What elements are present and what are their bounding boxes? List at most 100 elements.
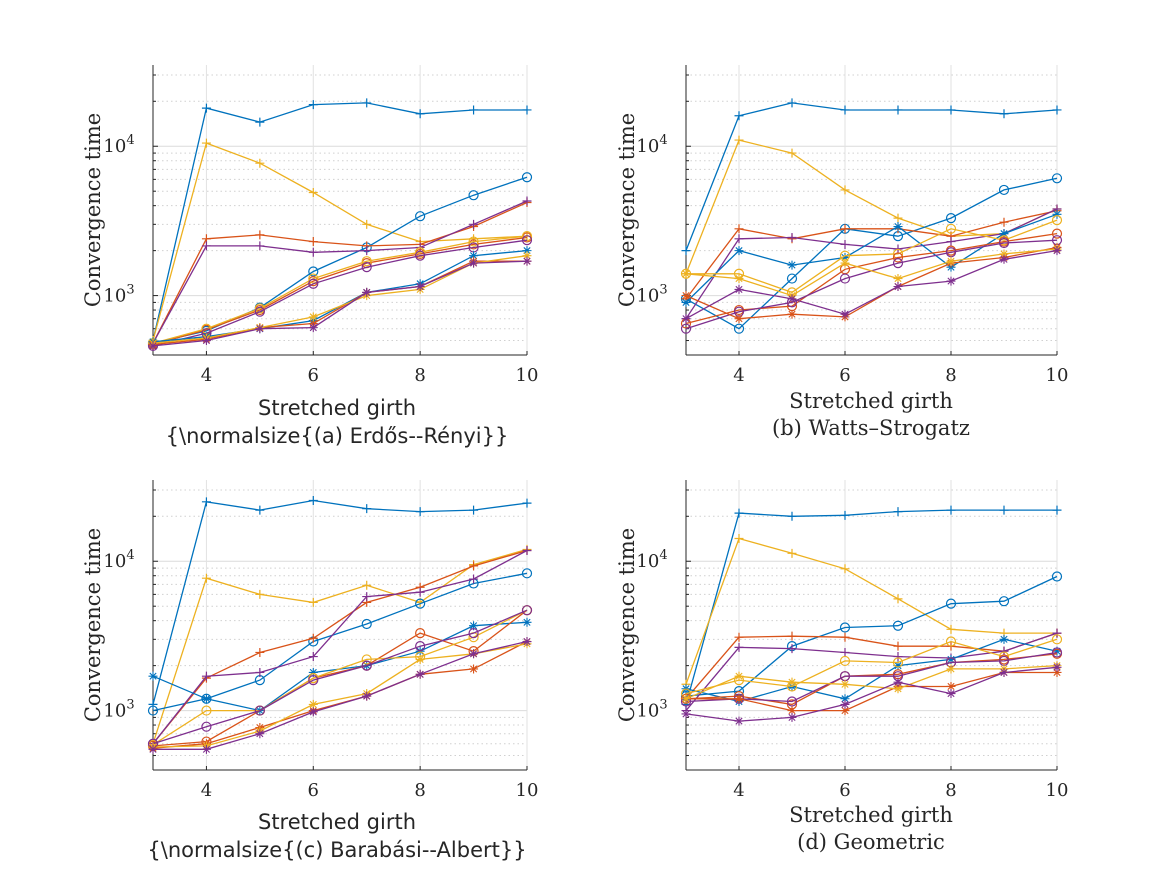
panel-b-series-1-marker-plus — [999, 109, 1009, 119]
panel-d-series-4-line — [685, 632, 1058, 700]
panel-c-series-3-marker-circle — [147, 705, 159, 716]
panel-a-series-2-line — [152, 142, 528, 341]
panel-d-series-2-marker-plus — [734, 534, 744, 544]
panel-b-series-4-line — [685, 210, 1058, 300]
panel-b-series-3-line — [685, 177, 1058, 330]
panel-b-series-6-marker-star — [840, 252, 850, 262]
panel-c-series-9-marker-circle — [415, 641, 426, 652]
panel-a-series-12-marker-star — [308, 323, 318, 333]
panel-c-series-7-marker-circle — [415, 628, 426, 639]
panel-a-series-1-marker-plus — [255, 117, 265, 127]
panel-d-series-11-marker-star — [946, 664, 956, 674]
panel-b-y-tick-label: 104 — [636, 133, 667, 157]
panel-c-series-9-marker-circle — [254, 705, 265, 716]
panel-c-y-tick-label: 104 — [103, 548, 134, 572]
panel-a-series-1-marker-plus — [522, 105, 532, 115]
panel-c-series-1-marker-plus — [255, 505, 265, 515]
panel-c-series-9-marker-circle — [361, 660, 372, 671]
panel-b-series-12-marker-star — [787, 294, 797, 304]
panel-d-series-10-marker-star — [787, 706, 797, 716]
panel-a-series-12 — [148, 256, 532, 351]
panel-c-series-2-line — [152, 548, 528, 744]
panel-d-series-7-marker-circle — [839, 655, 851, 667]
panel-a-series-12-marker-star — [362, 287, 372, 297]
panel-b-series-9-marker-circle — [680, 323, 692, 334]
panel-a-series-9-marker-star — [469, 251, 479, 261]
panel-a-series-12-line — [152, 260, 528, 347]
panel-b-x-tick-label: 4 — [733, 365, 744, 386]
panel-b-series-2-line — [685, 139, 1058, 275]
panel-d-series-6-marker-star — [893, 661, 903, 671]
panel-a-series-7-line — [152, 235, 528, 344]
panel-a-series-7-marker-circle — [308, 273, 319, 284]
panel-b-series-12-marker-star — [681, 314, 691, 324]
panel-b-series-2-marker-plus — [893, 213, 903, 223]
panel-d-series-12-marker-star — [734, 716, 744, 726]
panel-a-x-tick-label: 8 — [414, 365, 425, 386]
panel-c-series-3-marker-circle — [361, 618, 372, 630]
panel-b-series-11-marker-star — [734, 274, 744, 284]
panel-b-series-6-marker-star — [999, 229, 1009, 239]
panel-d-series-5-marker-plus — [893, 652, 903, 662]
panel-a-series-6-marker-circle — [468, 239, 479, 250]
panel-b-xlabel: Stretched girth — [789, 389, 953, 413]
panel-c-series-6-marker-star — [308, 667, 318, 677]
panel-d-series-5-marker-plus — [787, 644, 797, 654]
panel-b-series-10-marker-star — [787, 309, 797, 319]
panel-b-series-12-marker-star — [946, 276, 956, 286]
panel-d-series-8-line — [685, 653, 1058, 706]
panel-b-series-1-marker-plus — [787, 98, 797, 108]
panel-c-caption: {\normalsize{(c) Barabási--Albert}} — [147, 838, 526, 862]
panel-a-series-12-marker-star — [522, 256, 532, 266]
panel-a-caption: {\normalsize{(a) Erdős--Rényi}} — [166, 424, 509, 448]
panel-d-series-2-marker-plus — [840, 564, 850, 574]
panel-a-series-2-marker-plus — [362, 219, 372, 229]
panel-a-series-12-marker-star — [469, 258, 479, 268]
panel-a-series-3-marker-circle — [468, 190, 479, 201]
panel-d-x-tick-label: 6 — [839, 780, 850, 801]
panel-a-xlabel: Stretched girth — [258, 396, 416, 420]
panel-d-series-12-marker-star — [999, 667, 1009, 677]
panel-d-series-9-marker-circle — [786, 696, 798, 707]
panel-b-series-3-marker-circle — [786, 273, 798, 284]
panel-c-series-12-marker-star — [415, 669, 425, 679]
panel-a-series-1-marker-plus — [362, 98, 372, 108]
panel-a-series-5-line — [152, 200, 528, 344]
panel-c-series-12-line — [153, 640, 528, 750]
panel-d-x-tick-label: 10 — [1046, 780, 1069, 801]
panel-c-series-6-marker-star — [522, 617, 532, 627]
panel-d-series-11-marker-star — [681, 694, 691, 704]
panel-a-series-5-marker-plus — [201, 241, 211, 251]
panel-a: 4 6 8 10 103 104 Convergence time Stretched g… — [81, 65, 538, 448]
panel-c-series-12-marker-star — [469, 649, 479, 659]
panel-c-series-9-marker-circle — [468, 628, 479, 639]
panel-d-series-11-marker-star — [734, 671, 744, 681]
panel-b-series-11-line — [685, 248, 1058, 297]
panel-a-series-5-marker-plus — [362, 246, 372, 256]
panel-b-caption: (b) Watts–Strogatz — [772, 416, 970, 440]
panel-c: 4 6 8 10 103 104 Convergence time Stretched g… — [81, 480, 538, 862]
panel-d-series-11-line — [685, 664, 1058, 700]
panel-a-series-3-marker-circle — [521, 172, 533, 183]
panel-d-series-1 — [681, 505, 1062, 709]
panel-d-series-4-marker-plus — [734, 632, 744, 642]
panel-c-series-5-marker-plus — [255, 667, 265, 677]
panel-d-ylabel: Convergence time — [615, 528, 639, 722]
panel-a-series-8-marker-circle — [415, 250, 426, 261]
panel-c-series-5-marker-plus — [201, 671, 211, 681]
panel-a-series-5-marker-plus — [469, 219, 479, 229]
panel-d-series-2-marker-plus — [787, 548, 797, 558]
panel-c-series-4-marker-plus — [469, 561, 479, 571]
panel-d-series-3-marker-circle — [839, 622, 851, 633]
panel-d-series-4-marker-plus — [840, 632, 850, 642]
panel-b-series-2-marker-plus — [840, 185, 850, 195]
panel-c-series-6-marker-star — [148, 671, 158, 681]
panel-c-series-5-marker-plus — [469, 574, 479, 584]
panel-a-series-12-marker-star — [415, 282, 425, 292]
panel-b-series-5-marker-plus — [734, 234, 744, 244]
panel-d-series-12-line — [685, 666, 1058, 722]
panel-d-series-12-marker-star — [840, 699, 850, 709]
panel-c-series-4-line — [152, 549, 528, 745]
panel-b-series-5-marker-plus — [787, 232, 797, 242]
panel-b-y-tick-label: 103 — [636, 283, 667, 307]
